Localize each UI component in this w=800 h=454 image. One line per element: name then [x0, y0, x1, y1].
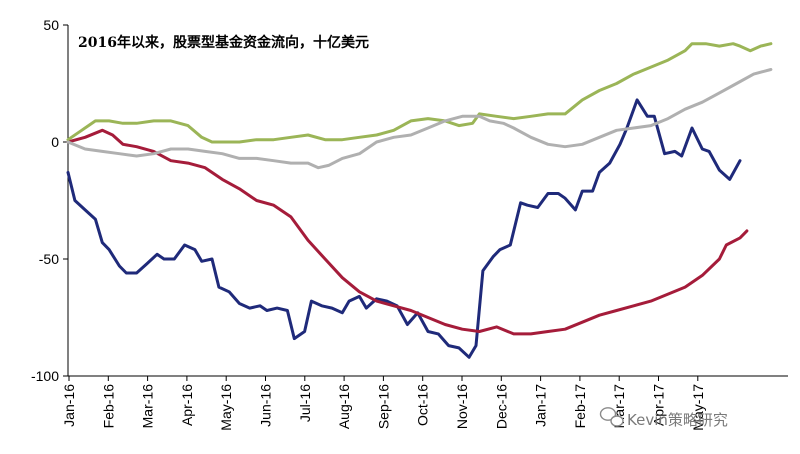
x-tick-label: Feb-16	[100, 384, 116, 429]
x-tick-label: Dec-16	[493, 384, 509, 429]
watermark-text: Kevin策略研究	[627, 411, 728, 429]
series-line-4	[66, 68, 773, 170]
x-tick-label: Jun-16	[258, 384, 274, 427]
x-tick-label: Jul-16	[297, 384, 313, 422]
x-tick-label: Sep-16	[375, 384, 391, 429]
x-tick-label: Jan-17	[533, 384, 549, 427]
x-tick-label: Oct-16	[415, 384, 431, 426]
y-axis: 50 0 -50 -100	[31, 17, 69, 384]
x-tick-label: Apr-17	[651, 384, 667, 426]
wechat-bubble-large	[599, 407, 617, 421]
wechat-icon	[599, 407, 624, 427]
chart-title: 2016年以来，股票型基金资金流向，十亿美元	[78, 34, 369, 51]
watermark: Kevin策略研究	[599, 407, 728, 429]
x-tick-label: Mar-16	[140, 384, 156, 429]
wechat-bubble-small	[610, 415, 624, 427]
x-axis: Jan-16 Feb-16 Mar-16 Apr-16 May-16 Jun-16 Jul-…	[61, 375, 788, 431]
x-tick-label: Jan-16	[61, 384, 77, 427]
y-tick-label: 0	[51, 134, 59, 150]
series-line-3	[66, 42, 773, 144]
series-line-1	[66, 98, 742, 359]
x-tick-label: May-16	[218, 384, 234, 431]
x-tick-label: Apr-16	[179, 384, 195, 426]
x-tick-label: May-17	[690, 384, 706, 431]
x-tick-label: Nov-16	[454, 384, 470, 429]
series-line-2	[66, 128, 749, 336]
y-tick-label: -50	[39, 251, 59, 267]
y-tick-label: -100	[31, 368, 59, 384]
series-layer	[66, 42, 773, 359]
y-tick-label: 50	[43, 17, 59, 33]
x-tick-label: Aug-16	[336, 384, 352, 429]
x-tick-label: Feb-17	[572, 384, 588, 429]
